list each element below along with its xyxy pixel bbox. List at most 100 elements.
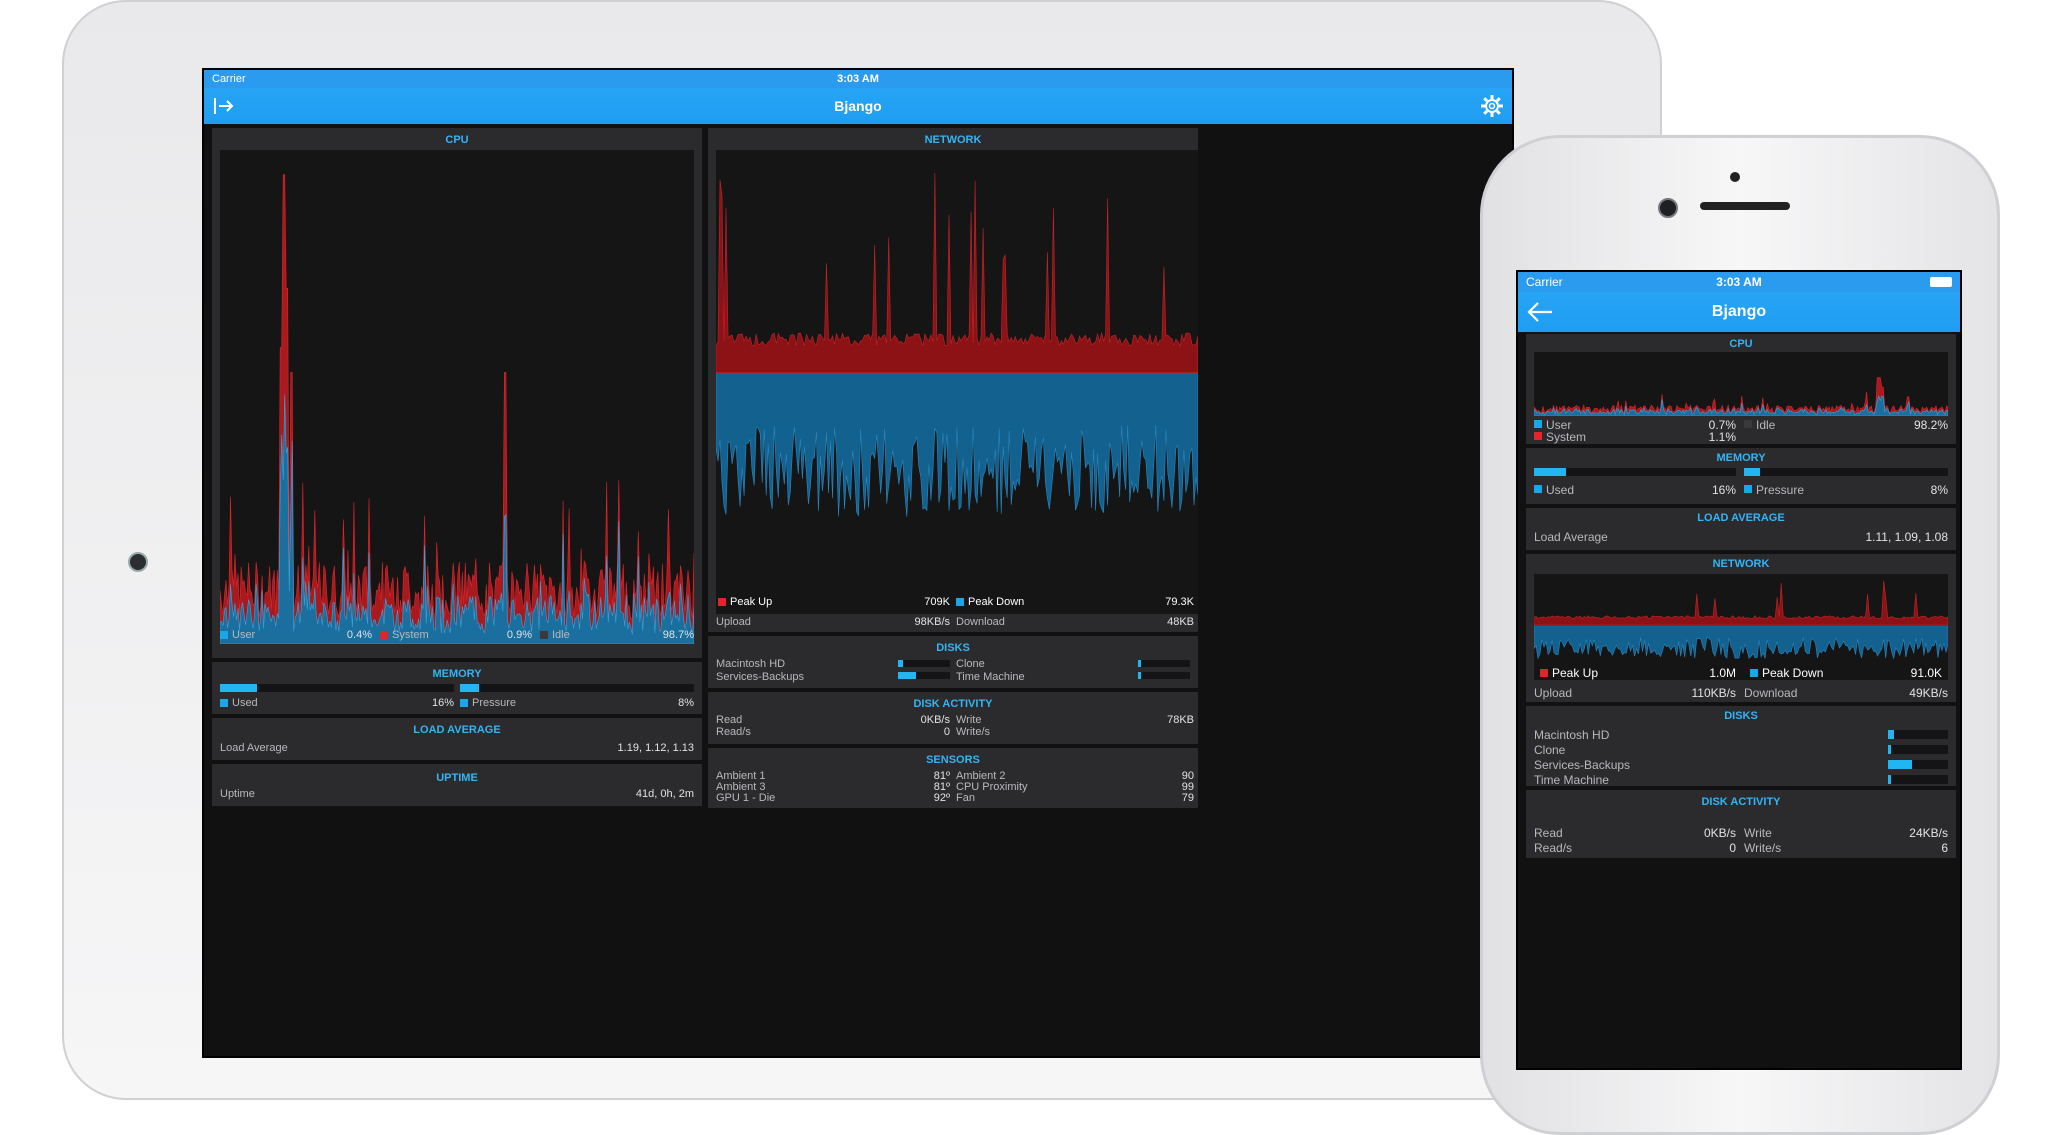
disks-title: DISKS <box>1724 710 1758 722</box>
reads-per-second-label: Read/s <box>1534 841 1573 855</box>
disks-panel: DISKS Macintosh HD Services-Backups Clon… <box>708 636 1198 688</box>
disk-usage-bar <box>1138 660 1190 667</box>
used-swatch <box>220 699 228 707</box>
disk-activity-panel: DISK ACTIVITY Read 0KB/s Read/s 0 Write … <box>1526 790 1956 858</box>
pressure-swatch <box>1744 485 1752 493</box>
disk-usage-bar <box>1888 745 1948 754</box>
gear-icon[interactable] <box>1480 94 1504 123</box>
disk-usage-bar <box>1888 730 1948 739</box>
carrier-label: Carrier <box>1526 275 1563 289</box>
iphone-sensor-dot <box>1730 172 1740 182</box>
memory-used-fill <box>1534 468 1567 476</box>
disk-usage-fill <box>1888 730 1894 739</box>
carrier-label: Carrier <box>212 73 246 85</box>
network-panel: NETWORK Peak Up 709K Peak Down 79.3K Upl… <box>708 128 1198 632</box>
memory-title: MEMORY <box>1716 452 1766 464</box>
network-upload-area <box>716 172 1198 374</box>
memory-used-fill <box>220 684 258 692</box>
sensors-title: SENSORS <box>926 754 980 766</box>
download-label: Download <box>1744 686 1798 700</box>
iphone-screen: Carrier 3:03 AM Bjango CPU User 0.7% Idl… <box>1516 270 1962 1070</box>
cpu-system-area <box>220 174 694 644</box>
memory-used-bar <box>1534 468 1736 476</box>
disk-name: Macintosh HD <box>716 658 786 670</box>
memory-pressure-bar <box>1744 468 1948 476</box>
write-value: 24KB/s <box>1909 826 1948 840</box>
exit-icon[interactable] <box>212 96 236 121</box>
load-average-label: Load Average <box>1534 530 1608 544</box>
status-time: 3:03 AM <box>837 73 879 85</box>
user-value: 0.7% <box>1708 418 1736 432</box>
system-legend-swatch <box>380 631 388 639</box>
status-bar: Carrier 3:03 AM <box>204 70 1512 88</box>
disk-usage-fill <box>1888 760 1912 769</box>
system-value: 1.1% <box>1708 430 1736 444</box>
pressure-label: Pressure <box>472 697 517 709</box>
disk-name: Time Machine <box>1534 773 1609 787</box>
peak-down-swatch <box>1750 669 1758 677</box>
pressure-label: Pressure <box>1756 483 1805 497</box>
sensor-label: CPU Proximity <box>956 781 1028 793</box>
uptime-label: Uptime <box>220 788 255 800</box>
idle-legend-swatch <box>1744 420 1752 428</box>
peak-up-value: 709K <box>924 596 950 608</box>
pressure-value: 8% <box>678 697 694 709</box>
load-average-title: LOAD AVERAGE <box>413 724 501 736</box>
navigation-bar: Bjango <box>204 88 1512 124</box>
upload-label: Upload <box>716 616 751 628</box>
memory-panel: MEMORY Used 16% Pressure 8% <box>212 662 702 714</box>
cpu-history-chart <box>1534 352 1948 416</box>
upload-label: Upload <box>1534 686 1573 700</box>
reads-per-second-value: 0 <box>943 726 950 738</box>
sensor-label: Ambient 2 <box>956 770 1006 782</box>
sensor-label: GPU 1 - Die <box>716 792 776 804</box>
load-average-value: 1.19, 1.12, 1.13 <box>617 742 694 754</box>
ipad-camera <box>128 552 148 572</box>
pressure-swatch <box>460 699 468 707</box>
network-title: NETWORK <box>924 134 982 146</box>
user-label: User <box>1546 418 1572 432</box>
download-label: Download <box>956 616 1005 628</box>
peak-down-swatch <box>956 598 964 606</box>
disk-activity-title: DISK ACTIVITY <box>1701 796 1781 808</box>
system-value: 0.9% <box>506 629 532 641</box>
disk-usage-bar <box>1888 775 1948 784</box>
peak-down-label: Peak Down <box>968 596 1025 608</box>
idle-label: Idle <box>1756 418 1776 432</box>
user-label: User <box>232 629 256 641</box>
memory-pressure-fill <box>1744 468 1761 476</box>
write-value: 78KB <box>1167 714 1194 726</box>
disk-usage-bar <box>898 660 950 667</box>
idle-label: Idle <box>552 629 570 641</box>
used-label: Used <box>232 697 258 709</box>
sensors-panel: SENSORS Ambient 1 81º Ambient 3 81º GPU … <box>708 748 1198 808</box>
peak-down-label: Peak Down <box>1762 666 1824 680</box>
reads-per-second-label: Read/s <box>716 726 751 738</box>
disk-name: Services-Backups <box>1534 758 1631 772</box>
sensor-label: Ambient 3 <box>716 781 766 793</box>
network-title: NETWORK <box>1712 558 1770 570</box>
used-swatch <box>1534 485 1542 493</box>
network-download-area <box>716 373 1198 517</box>
reads-per-second-value: 0 <box>1729 841 1736 855</box>
load-average-value: 1.11, 1.09, 1.08 <box>1865 530 1948 544</box>
idle-value: 98.2% <box>1913 418 1948 432</box>
memory-panel: MEMORY Used 16% Pressure 8% <box>1526 448 1956 504</box>
disks-panel: DISKS Macintosh HD Clone Services-Backup… <box>1526 706 1956 787</box>
disk-name: Macintosh HD <box>1534 728 1610 742</box>
read-value: 0KB/s <box>1703 826 1736 840</box>
status-bar: Carrier 3:03 AM <box>1518 272 1960 292</box>
cpu-user-area <box>220 394 694 644</box>
read-value: 0KB/s <box>920 714 950 726</box>
network-panel: NETWORK Peak Up 1.0M Peak Down 91.0K Upl… <box>1526 554 1956 702</box>
disk-usage-fill <box>1138 660 1141 667</box>
disk-name: Clone <box>956 658 985 670</box>
back-arrow-icon[interactable] <box>1526 300 1554 329</box>
cpu-title: CPU <box>445 134 469 146</box>
system-label: System <box>392 629 429 641</box>
disk-usage-fill <box>1138 672 1141 679</box>
peak-up-swatch <box>718 598 726 606</box>
disk-usage-bar <box>1138 672 1190 679</box>
used-value: 16% <box>1711 483 1736 497</box>
peak-up-value: 1.0M <box>1709 666 1736 680</box>
